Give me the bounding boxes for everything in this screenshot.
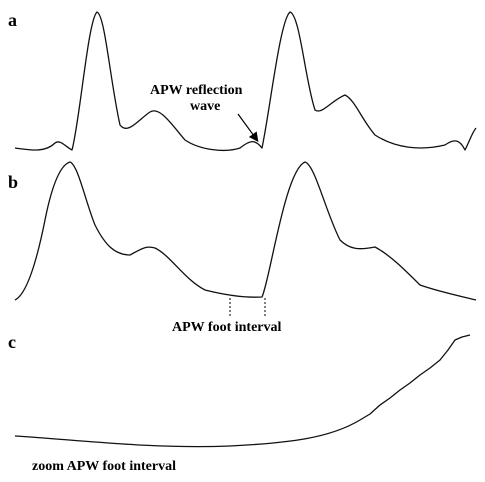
waveform-a (14, 11, 477, 151)
arrow (237, 113, 259, 142)
annotation: APW foot interval (172, 320, 281, 335)
waveform-c (14, 334, 471, 448)
panel-label: c (8, 332, 16, 352)
panel-label: b (8, 172, 18, 192)
panel-label: a (8, 10, 17, 30)
waveform-b (14, 161, 477, 301)
annotation: zoom APW foot interval (32, 459, 176, 474)
annotation: wave (190, 99, 220, 114)
annotation: APW reflection (150, 83, 243, 98)
